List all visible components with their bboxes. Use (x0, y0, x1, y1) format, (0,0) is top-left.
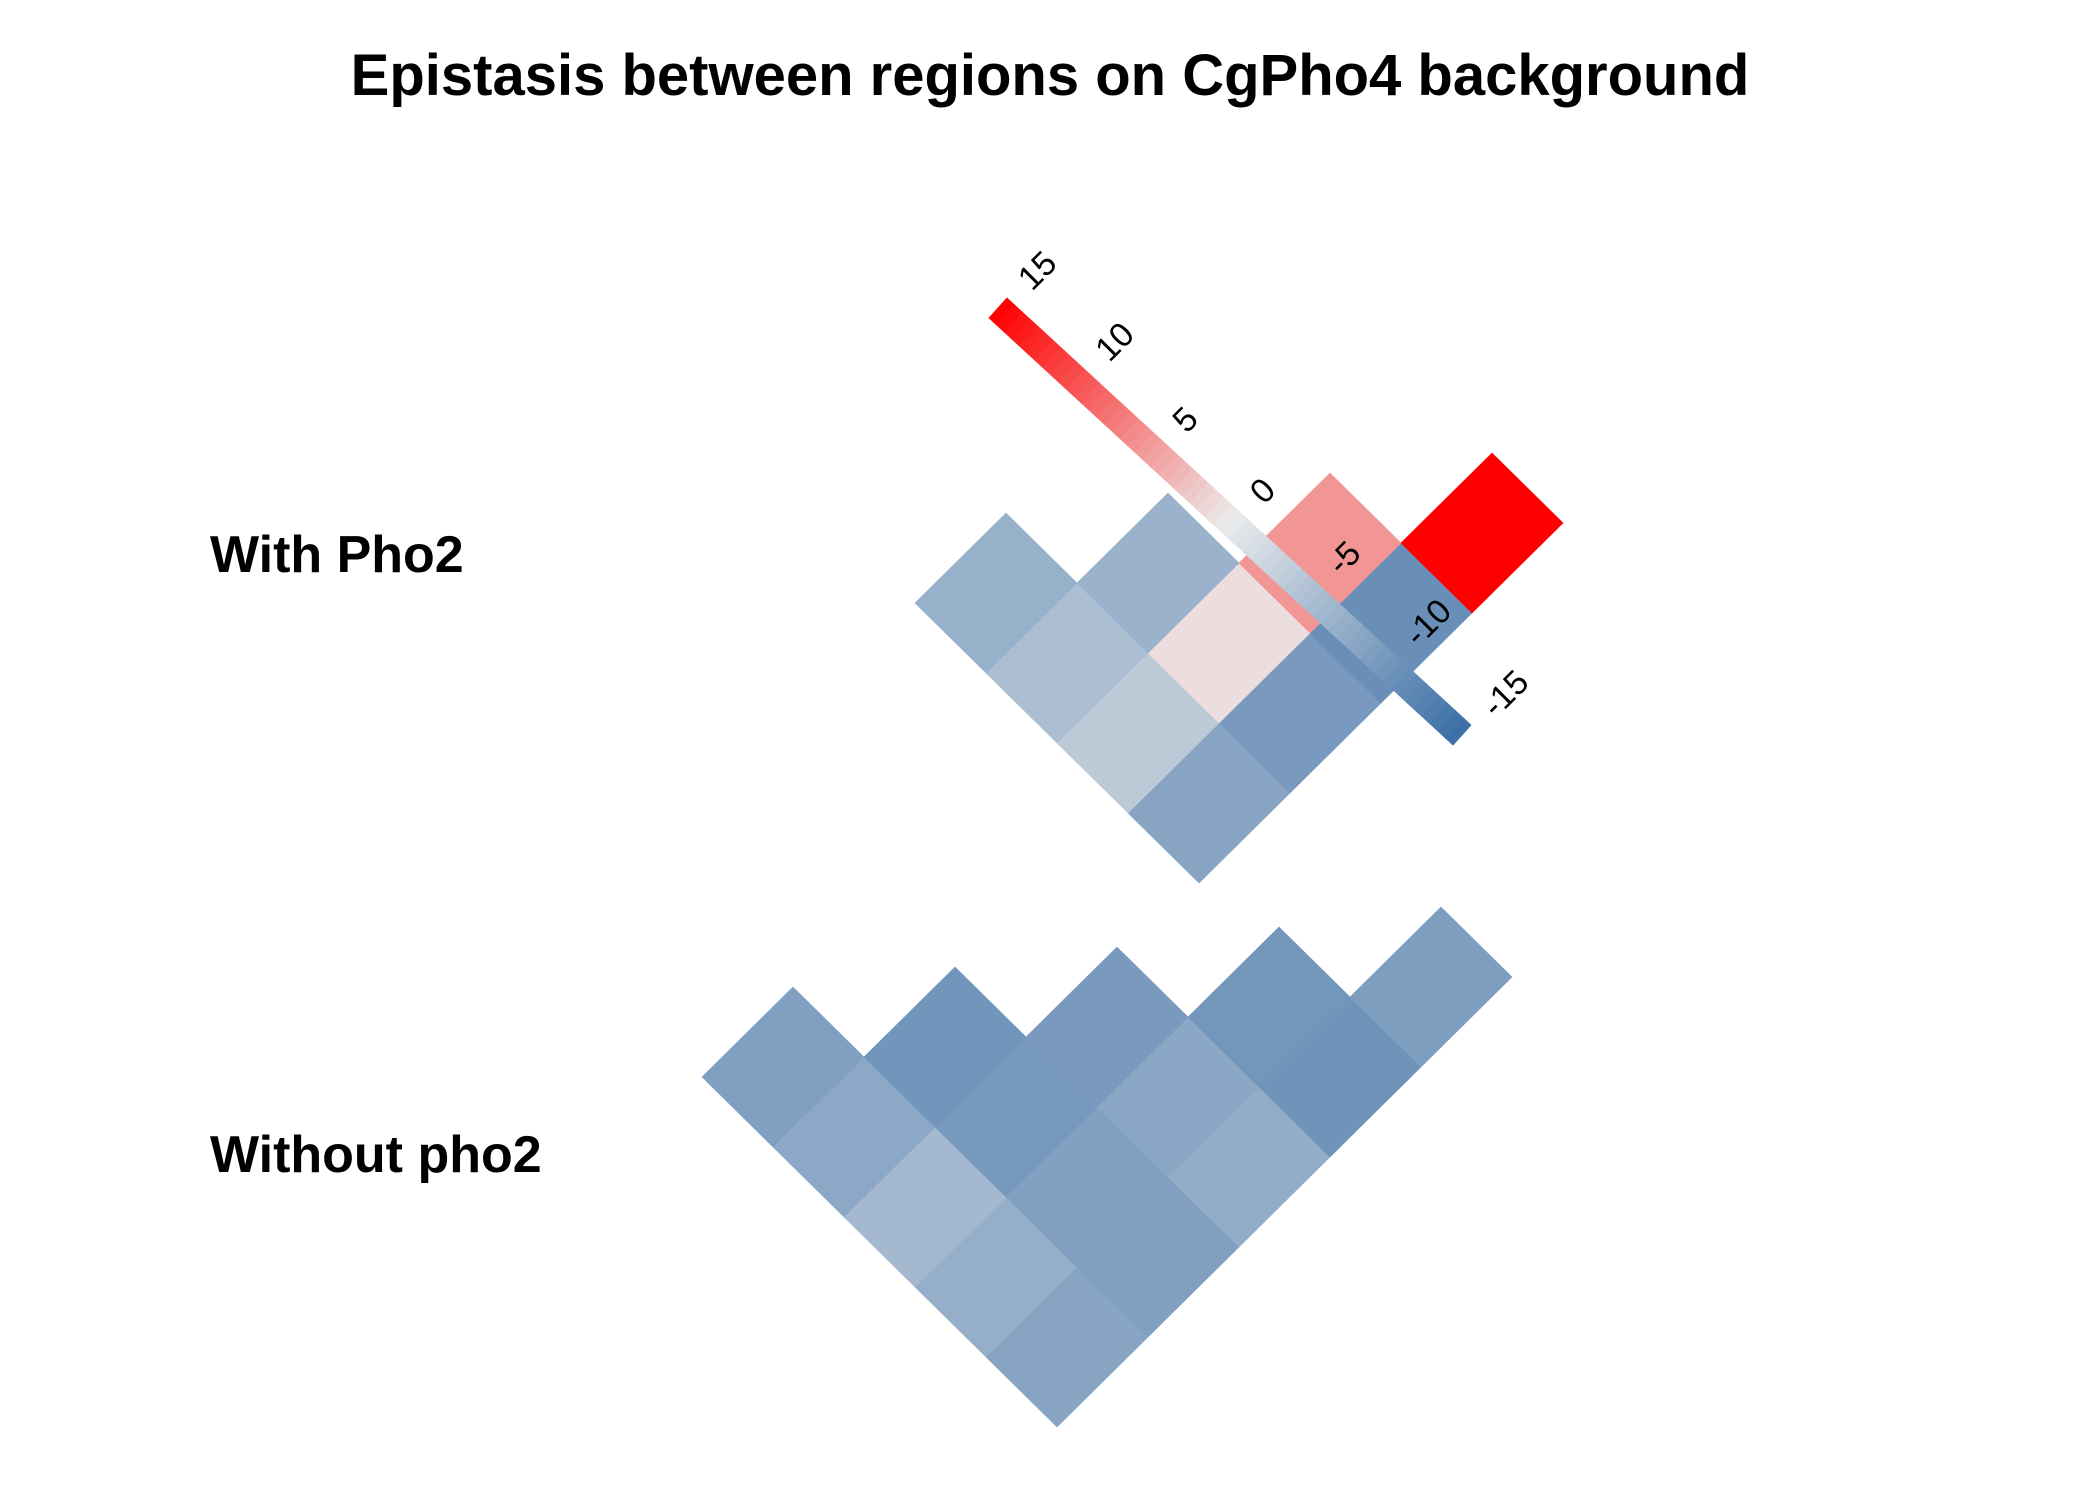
without-pho2-cell-2-2 (1025, 946, 1189, 1108)
with-pho2-cell-3-0 (914, 512, 1078, 674)
without-pho2-cell-1-3 (1187, 926, 1351, 1088)
with-pho2-cell-2-1 (1076, 492, 1240, 654)
colorbar-segment-59 (1444, 717, 1472, 746)
heatmap-panel-with-pho2 (914, 452, 1564, 884)
colorbar-tick-label: 10 (1088, 315, 1142, 369)
colorbar-tick-label: 15 (1011, 244, 1065, 298)
colorbar-tick-label: -15 (1475, 663, 1537, 725)
colorbar-tick-label: 5 (1165, 400, 1205, 440)
with-pho2-cell-1-2 (1238, 472, 1402, 634)
without-pho2-cell-4-0 (701, 986, 865, 1148)
row-label-without-pho2: Without pho2 (210, 1126, 542, 1184)
without-pho2-cell-3-1 (863, 966, 1027, 1128)
without-pho2-cell-0-4 (1349, 906, 1513, 1068)
heatmap-panel-without-pho2 (701, 906, 1513, 1428)
row-label-with-pho2: With Pho2 (210, 526, 464, 584)
colorbar-tick-label: 0 (1243, 471, 1283, 511)
chart-title: Epistasis between regions on CgPho4 back… (351, 43, 1750, 108)
with-pho2-cell-0-3 (1400, 452, 1564, 614)
